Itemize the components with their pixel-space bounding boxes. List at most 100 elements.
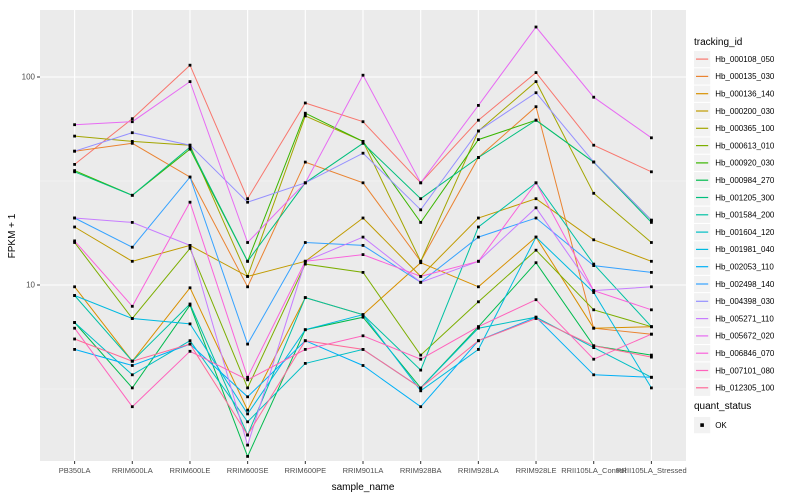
data-point [477,156,480,159]
data-point [419,221,423,224]
data-point [361,315,365,319]
data-point [534,206,538,210]
axes: 10 100 PB350LA RRIM600LA RRIM600LE RRIM600SE R… [22,73,687,476]
legend-label: Hb_002498_140 [715,280,775,289]
data-point [650,218,653,222]
data-point [477,259,480,263]
legend-label: Hb_006846_070 [715,349,775,358]
data-point [188,286,192,290]
data-point [419,208,423,212]
legend-label: Hb_000365_100 [715,124,775,133]
data-point [534,235,538,239]
x-tick-label: RRII105LA_Stressed [616,466,686,475]
data-point [188,175,192,179]
data-point [477,216,480,220]
data-point [188,302,192,306]
data-point [592,262,596,266]
data-point [303,160,307,164]
data-point [130,373,134,377]
data-point [592,238,596,242]
data-point [130,245,134,249]
data-point [361,244,365,247]
legend-label: Hb_001604_120 [715,228,775,237]
data-point [130,140,134,143]
data-point [650,241,653,244]
x-tick-label: RRIM901LA [343,466,384,475]
data-point [73,163,76,166]
data-point [361,181,365,185]
data-point [73,326,76,330]
data-point [188,145,192,149]
data-point [303,114,307,118]
data-point [130,120,134,124]
legend-label: Hb_007101_080 [715,366,775,375]
data-point [73,134,76,138]
data-point [592,308,596,312]
x-tick-label: RRIM928LE [516,466,557,475]
data-point [650,170,653,174]
data-point [188,342,192,346]
data-point [419,280,423,284]
data-point [419,275,423,278]
data-point [361,253,365,256]
data-point [650,136,653,140]
data-point [534,118,538,122]
x-axis-title: sample_name [332,482,395,493]
data-point [188,200,192,204]
data-point [246,408,249,412]
data-point [303,111,307,115]
data-point [73,170,76,174]
data-point [303,241,307,244]
legend-label: Hb_001981_040 [715,245,775,254]
data-point [534,71,538,74]
data-point [477,285,480,289]
legend-label: Hb_012305_100 [715,384,775,393]
data-point [188,80,192,83]
legend-label: Hb_000200_030 [715,107,775,116]
data-point [534,80,538,83]
data-point [361,348,365,351]
data-point [130,405,134,409]
data-point [650,325,653,329]
data-point [534,261,538,265]
data-point [361,151,365,155]
data-point [73,149,76,153]
data-point [73,294,76,297]
data-point [419,353,423,357]
data-point [650,308,653,312]
legend-label: Hb_000136_140 [715,90,775,99]
data-point [246,200,249,204]
data-point [246,197,249,201]
data-point [246,443,249,447]
data-point [361,120,365,124]
y-tick-label: 100 [22,73,36,82]
data-point [73,321,76,324]
data-point [130,131,134,135]
data-point [188,247,192,250]
legend-label: Hb_000984_270 [715,176,775,185]
data-point [303,296,307,299]
y-axis-title: FPKM + 1 [7,213,18,258]
data-point [592,191,596,195]
data-point [477,235,480,239]
data-point [650,285,653,289]
data-point [130,317,134,320]
data-point [303,328,307,332]
data-point [650,332,653,336]
series-lines [73,25,653,458]
data-point [73,348,76,351]
x-tick-label: RRIM600PE [284,466,326,475]
data-point [650,271,653,274]
data-point [592,291,596,294]
legend-label: Hb_000135_030 [715,72,775,81]
legend-label: Hb_005672_020 [715,332,775,341]
data-point [130,386,134,390]
data-point [246,375,249,379]
legend-key-point [700,423,704,427]
data-point [592,95,596,99]
data-point [534,25,538,29]
plot-panel [40,10,686,461]
data-point [534,248,538,252]
data-point [361,364,365,367]
data-point [303,259,307,263]
